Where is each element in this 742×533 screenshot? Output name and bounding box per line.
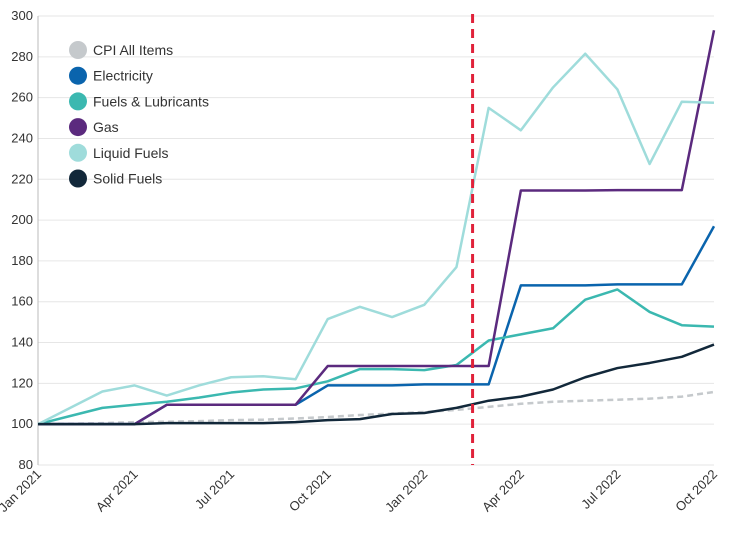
- x-tick-label: Jul 2022: [578, 467, 623, 512]
- y-tick-label: 280: [11, 49, 33, 64]
- legend-swatch: [69, 143, 87, 162]
- legend-label: Solid Fuels: [93, 171, 162, 187]
- legend-swatch: [69, 118, 87, 137]
- x-tick-label: Oct 2022: [672, 467, 720, 515]
- legend-label: Gas: [93, 119, 119, 135]
- legend-swatch: [69, 92, 87, 111]
- y-tick-label: 220: [11, 171, 33, 186]
- y-tick-label: 200: [11, 212, 33, 227]
- y-tick-label: 180: [11, 253, 33, 268]
- y-tick-label: 160: [11, 294, 33, 309]
- series-line: [37, 52, 715, 426]
- legend-label: Liquid Fuels: [93, 145, 169, 161]
- legend-swatch: [69, 169, 87, 188]
- series-line: [37, 288, 715, 426]
- x-tick-label: Jan 2021: [0, 467, 44, 515]
- x-tick-label: Jul 2021: [192, 467, 237, 512]
- legend-label: Electricity: [93, 68, 153, 84]
- y-tick-label: 240: [11, 130, 33, 145]
- series-line: [37, 390, 715, 426]
- x-tick-label: Apr 2022: [479, 467, 527, 515]
- legend-swatch: [69, 41, 87, 59]
- y-tick-label: 140: [11, 335, 33, 350]
- y-tick-label: 100: [11, 416, 33, 431]
- y-tick-label: 300: [11, 8, 33, 23]
- legend-swatch: [69, 66, 87, 85]
- x-tick-label: Apr 2021: [93, 467, 141, 515]
- y-tick-label: 260: [11, 90, 33, 105]
- series-line: [38, 225, 716, 426]
- x-tick-label: Jan 2022: [382, 467, 430, 515]
- legend-label: CPI All Items: [93, 42, 173, 58]
- series-line: [38, 30, 716, 426]
- y-tick-label: 120: [11, 375, 33, 390]
- series-line: [38, 343, 715, 426]
- y-tick-label: 80: [19, 457, 33, 472]
- legend-label: Fuels & Lubricants: [93, 93, 209, 109]
- x-tick-label: Oct 2021: [286, 467, 334, 515]
